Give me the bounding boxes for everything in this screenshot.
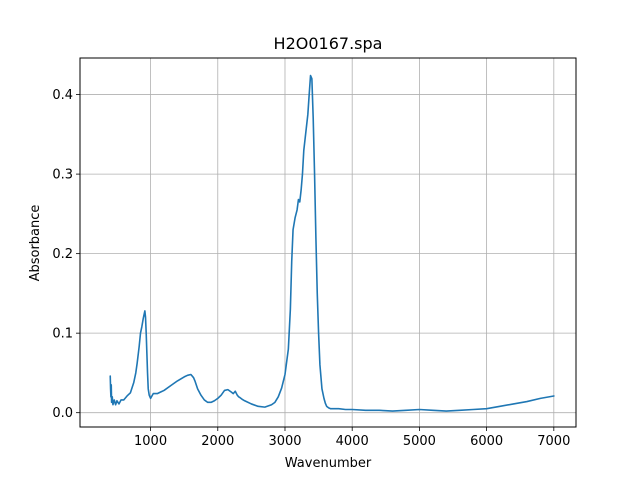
grid xyxy=(80,58,576,427)
x-tick-label: 2000 xyxy=(201,434,234,449)
tick-layer: 1000 2000 3000 4000 5000 6000 7000 0.0 0.1 0.2 0.3… xyxy=(52,88,570,449)
y-tick-label: 0.4 xyxy=(52,88,73,103)
y-axis-label: Absorbance xyxy=(28,205,43,282)
chart-title: H2O0167.spa xyxy=(274,34,383,53)
y-tick-label: 0.3 xyxy=(52,168,73,183)
x-tick-label: 7000 xyxy=(537,434,570,449)
x-axis-label: Wavenumber xyxy=(285,456,372,471)
plot-frame xyxy=(79,57,577,428)
y-tick-label: 0.1 xyxy=(52,327,73,342)
y-tick-label: 0.0 xyxy=(52,406,73,421)
x-tick-label: 3000 xyxy=(268,434,301,449)
x-tick-label: 4000 xyxy=(336,434,369,449)
series-line xyxy=(109,74,555,412)
y-tick-label: 0.2 xyxy=(52,247,73,262)
series-layer xyxy=(109,74,555,412)
x-tick-label: 1000 xyxy=(134,434,167,449)
x-tick-label: 6000 xyxy=(470,434,503,449)
x-tick-label: 5000 xyxy=(403,434,436,449)
